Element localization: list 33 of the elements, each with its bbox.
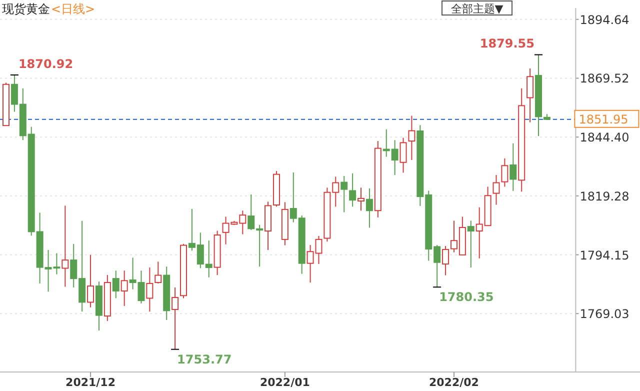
chart-subtitle: <日线> — [51, 2, 96, 16]
candlestick — [62, 205, 69, 288]
candlestick — [87, 254, 94, 308]
ytick: 1894.64 — [580, 12, 630, 27]
annotation: 1870.92 — [18, 56, 74, 71]
candlestick — [467, 220, 474, 268]
candlestick — [112, 270, 120, 299]
candlestick — [146, 267, 154, 312]
ytick: 1869.52 — [580, 72, 630, 86]
annotation: 1879.55 — [480, 36, 535, 51]
chart-title: 现货黄金 — [2, 2, 50, 16]
candlestick — [154, 261, 162, 284]
ytick: 1819.28 — [580, 189, 630, 204]
ref-line-label: 1851.95 — [578, 112, 628, 126]
candlestick — [358, 187, 365, 212]
ytick: 1769.03 — [580, 307, 630, 322]
candlestick — [349, 172, 356, 208]
candlestick — [172, 286, 179, 350]
x-tick-label: 2021/12 — [66, 376, 116, 389]
ytick: 1844.40 — [580, 130, 630, 145]
ytick: 1794.15 — [580, 248, 630, 262]
candlestick — [366, 188, 373, 228]
annotation: 1780.35 — [439, 290, 494, 304]
x-tick-label: 2022/01 — [260, 376, 310, 389]
annotation: 全部主题▼ — [450, 2, 504, 16]
candlestick — [510, 142, 517, 192]
annotation: 1753.77 — [177, 352, 232, 366]
x-tick-label: 2022/02 — [429, 376, 479, 389]
candlestick — [400, 137, 407, 174]
candlestick — [340, 175, 348, 213]
candlestick — [408, 115, 416, 161]
candlestick — [120, 270, 128, 306]
candlestick — [526, 68, 534, 123]
